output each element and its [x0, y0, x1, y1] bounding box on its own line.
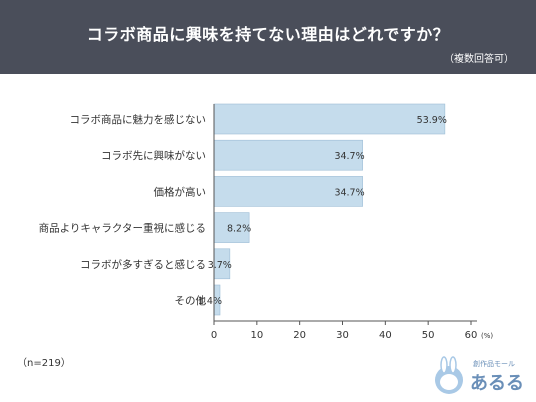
logo-ear-icon [449, 356, 457, 374]
category-label: その他 [175, 294, 207, 307]
bar [213, 212, 250, 243]
logo-face-icon [440, 374, 458, 390]
x-tick-label: 0 [211, 330, 217, 341]
x-tick-label: 60 [465, 330, 478, 341]
sample-size-label: （n=219） [17, 358, 71, 369]
x-unit-label: (%) [481, 332, 493, 340]
value-label: 34.7% [334, 151, 364, 162]
x-tick-label: 50 [422, 330, 435, 341]
value-label: 3.7% [208, 260, 232, 271]
chart-subtitle: （複数回答可） [444, 54, 514, 65]
category-label: 商品よりキャラクター重視に感じる [39, 222, 206, 235]
logo-main-text: あるる [470, 373, 524, 394]
value-label: 8.2% [227, 224, 251, 235]
category-label: コラボが多すぎると感じる [80, 258, 206, 271]
category-label: コラボ先に興味がない [101, 149, 206, 162]
bar [213, 103, 446, 135]
x-tick-label: 30 [336, 330, 349, 341]
logo-small-text: 創作品モール [473, 359, 515, 368]
header-bar: コラボ商品に興味を持てない理由はどれですか？ （複数回答可） [0, 0, 536, 74]
x-tick-label: 20 [293, 330, 306, 341]
bar [213, 176, 363, 207]
value-label: 1.4% [198, 296, 222, 307]
value-label: 34.7% [334, 187, 364, 198]
category-label: 価格が高い [154, 185, 207, 198]
brand-logo: 創作品モール あるる [435, 356, 524, 394]
logo-ear-icon [440, 356, 448, 374]
category-label: コラボ商品に魅力を感じない [70, 113, 207, 126]
value-label: 53.9% [417, 115, 447, 126]
x-tick-label: 10 [250, 330, 263, 341]
bar [213, 139, 363, 171]
x-tick-label: 40 [379, 330, 392, 341]
bar-chart: コラボ商品に魅力を感じない 53.9% コラボ先に興味がない 34.7% 価格が高い 34… [39, 103, 493, 341]
chart-title: コラボ商品に興味を持てない理由はどれですか？ [86, 25, 450, 44]
